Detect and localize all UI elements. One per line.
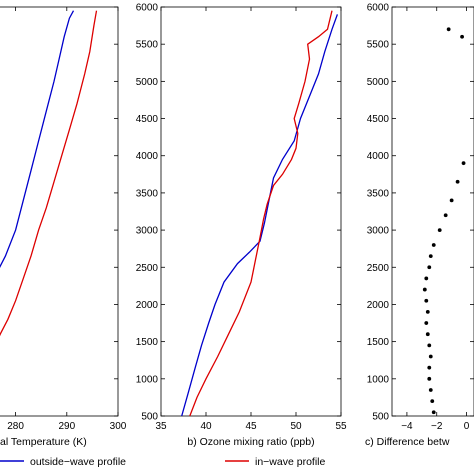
panel-b-ozone: 500 1000 1500 2000 2500 3000 3500 4000 4500 5000 5…: [136, 3, 347, 449]
scatter-point: [427, 265, 432, 270]
legend-label: in−wave profile: [255, 456, 325, 468]
x-axis-label: b) Ozone mixing ratio (ppb): [187, 436, 314, 448]
y-tick-label: 2000: [367, 300, 390, 311]
x-tick-label: −2: [431, 421, 443, 432]
scatter-point: [446, 27, 451, 32]
y-tick-label: 4000: [367, 151, 390, 162]
y-tick-label: 1000: [136, 374, 159, 385]
scatter-point: [424, 298, 429, 303]
scatter-point: [425, 332, 430, 337]
y-tick-label: 2500: [136, 263, 159, 274]
y-tick-label: 1500: [367, 337, 390, 348]
x-tick-label: 300: [110, 421, 127, 432]
outside-wave-line-panel-b: [181, 14, 339, 416]
in-wave-line-panel-a: [0, 10, 98, 337]
x-axis-label: al Temperature (K): [0, 436, 87, 448]
y-tick-label: 3500: [367, 188, 390, 199]
y-tick-label: 4500: [136, 114, 159, 125]
x-tick-label: −4: [401, 421, 413, 432]
x-tick-label: 290: [58, 421, 75, 432]
y-tick-label: 1000: [367, 374, 390, 385]
y-tick-label: 2000: [136, 300, 159, 311]
scatter-point: [431, 243, 436, 247]
plot-area: [181, 10, 339, 416]
y-tick-label: 6000: [136, 3, 159, 14]
scatter-point: [428, 354, 433, 359]
y-tick-label: 5500: [136, 40, 159, 51]
y-tick-label: 4000: [136, 151, 159, 162]
in-wave-line-panel-b: [189, 10, 333, 416]
scatter-point: [461, 161, 466, 166]
axes-frame: [0, 6, 119, 417]
x-tick-label: 55: [335, 421, 347, 432]
scatter-point: [431, 410, 436, 415]
x-tick-label: 0: [464, 421, 470, 432]
scatter-point: [427, 343, 432, 348]
legend: outside−wave profile in−wave profile: [0, 456, 325, 468]
y-tick-label: 500: [141, 412, 158, 423]
x-tick-label: 35: [155, 421, 167, 432]
y-tick-label: 3000: [136, 226, 159, 237]
scatter-point: [430, 399, 435, 404]
scatter-point: [424, 276, 429, 281]
y-tick-label: 4500: [367, 114, 390, 125]
scatter-point: [455, 179, 460, 184]
x-axis-label: c) Difference betw: [365, 436, 450, 448]
plot-area: [422, 27, 466, 415]
scatter-point: [460, 34, 464, 39]
y-tick-label: 5000: [136, 77, 159, 88]
scatter-point: [428, 254, 433, 259]
scatter-point: [428, 388, 433, 392]
y-tick-label: 3000: [367, 226, 390, 237]
x-tick-label: 45: [245, 421, 257, 432]
panel-a-temperature: 280 290 300 al Temperature (K): [0, 6, 127, 448]
y-tick-label: 5000: [367, 77, 390, 88]
panel-c-difference: 500 1000 1500 2000 2500 3000 3500 4000 4500 5000 5…: [365, 3, 474, 448]
x-tick-label: 50: [290, 421, 302, 432]
outside-wave-line-panel-a: [0, 10, 75, 268]
scatter-point: [427, 365, 432, 370]
y-tick-label: 3500: [136, 188, 159, 199]
plot-area: [0, 10, 98, 337]
scatter-point: [422, 287, 427, 292]
scatter-point: [443, 213, 448, 218]
x-tick-label: 280: [7, 421, 24, 432]
scatter-point: [425, 309, 430, 314]
y-tick-label: 1500: [136, 337, 159, 348]
axes-frame: [391, 6, 474, 417]
y-tick-label: 6000: [367, 3, 390, 14]
legend-label: outside−wave profile: [30, 456, 126, 468]
axes-frame: [160, 6, 342, 417]
scatter-point: [424, 321, 429, 325]
y-tick-label: 500: [372, 412, 389, 423]
y-tick-label: 5500: [367, 40, 390, 51]
scatter-point: [437, 228, 442, 232]
scatter-point: [449, 198, 454, 203]
scatter-point: [427, 376, 432, 381]
y-tick-label: 2500: [367, 263, 390, 274]
x-tick-label: 40: [200, 421, 212, 432]
